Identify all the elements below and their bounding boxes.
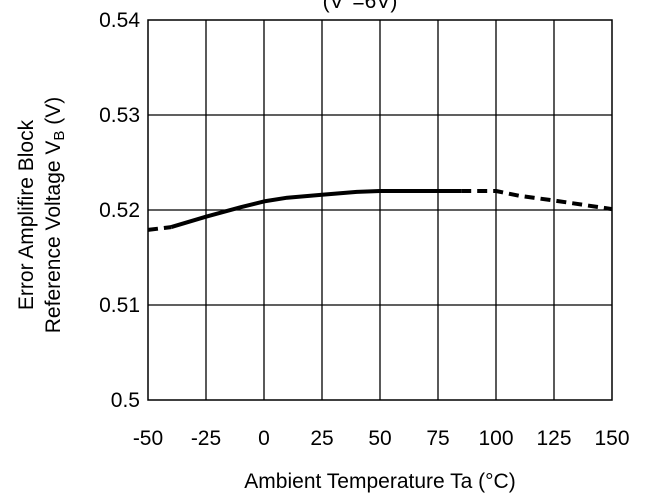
series-layer — [147, 189, 613, 232]
chart-title: (V+=6V) — [323, 0, 398, 13]
x-tick-label: -25 — [191, 427, 221, 450]
y-tick-label: 0.53 — [99, 104, 140, 127]
grid — [148, 20, 612, 400]
y-tick-label: 0.51 — [99, 294, 140, 317]
x-tick-label: 25 — [310, 427, 333, 450]
chart-title-rest: =6V) — [352, 0, 397, 13]
y-tick-label: 0.5 — [111, 389, 140, 412]
y-tick-label: 0.54 — [99, 9, 140, 32]
plot-frame — [147, 19, 613, 401]
y-axis-label-line1: Error Amplifire Block — [15, 119, 38, 310]
x-axis-label: Ambient Temperature Ta (°C) — [244, 470, 515, 493]
x-tick-label: 150 — [594, 427, 629, 450]
x-tick-label: -50 — [133, 427, 163, 450]
y-tick-label: 0.52 — [99, 199, 140, 222]
y-axis-label-line2: Reference Voltage VB (V) — [42, 97, 68, 333]
y-tick-labels: 0.5 0.51 0.52 0.53 0.54 — [99, 9, 140, 412]
x-tick-labels: -50 -25 0 25 50 75 100 125 150 — [133, 427, 630, 450]
x-tick-label: 75 — [426, 427, 449, 450]
y-axis-label: Error Amplifire Block Reference Voltage … — [15, 97, 68, 333]
chart-title-open: (V — [323, 0, 344, 13]
x-tick-label: 0 — [258, 427, 270, 450]
series-line-dashed — [147, 225, 172, 232]
series-line-dashed — [461, 189, 613, 212]
series-line-solid — [170, 189, 462, 230]
x-tick-label: 100 — [478, 427, 513, 450]
y-axis-label-subscript: B — [51, 131, 68, 141]
y-axis-label-unit: (V) — [42, 97, 65, 131]
y-axis-label-main: Reference Voltage V — [42, 141, 65, 334]
chart-title-superscript: + — [344, 0, 353, 4]
x-tick-label: 125 — [536, 427, 571, 450]
x-tick-label: 50 — [368, 427, 391, 450]
